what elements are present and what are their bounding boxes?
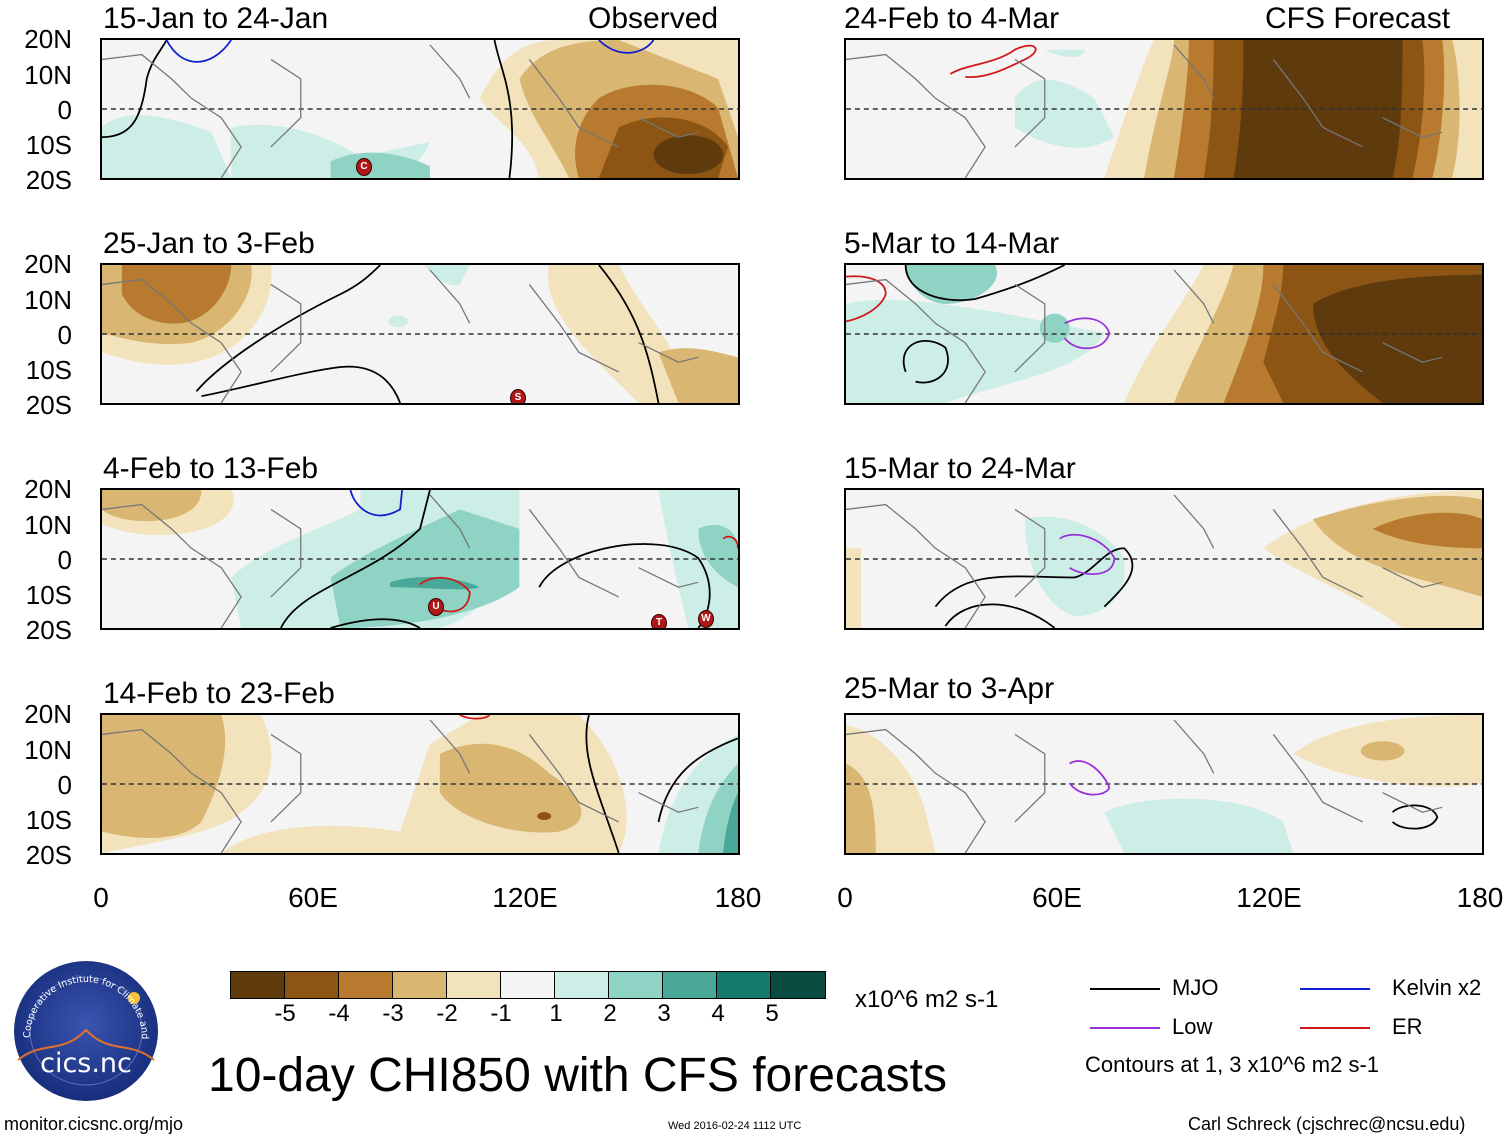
colorbar-tick: -3 — [382, 1000, 404, 1027]
legend-contours-note: Contours at 1, 3 x10^6 m2 s-1 — [1085, 1052, 1380, 1077]
colorbar-tick: 5 — [765, 1000, 779, 1027]
storm-marker: W — [698, 610, 714, 628]
lat-label: 0 — [57, 770, 72, 800]
lon-label: 60E — [1032, 882, 1082, 913]
storm-marker: T — [651, 614, 667, 628]
storm-marker: U — [428, 598, 444, 616]
colorbar-swatch — [555, 972, 609, 998]
colorbar-tick: 4 — [711, 1000, 725, 1027]
footer-url[interactable]: monitor.cicsnc.org/mjo — [4, 1114, 184, 1134]
legend-mjo-label: MJO — [1172, 975, 1219, 1000]
cicsnc-logo: Cooperative Institute for Climate and Sa… — [9, 952, 160, 1102]
legend-low-label: Low — [1172, 1014, 1213, 1039]
storm-marker: C — [356, 158, 372, 176]
lat-label: 20S — [25, 390, 72, 420]
lat-label: 0 — [57, 545, 72, 575]
lat-label: 10S — [25, 355, 72, 385]
legend-kelvin-line — [1300, 988, 1370, 990]
panel-title: 15-Jan to 24-Jan — [103, 2, 329, 35]
colorbar-tick: -1 — [490, 1000, 512, 1027]
lon-label: 180 — [714, 882, 762, 913]
colorbar-tick: -2 — [436, 1000, 458, 1027]
map-panel-obs-3: U T W — [100, 488, 740, 630]
colorbar-swatch — [447, 972, 501, 998]
colorbar-swatch — [717, 972, 771, 998]
lat-label: 10N — [24, 60, 72, 90]
lat-label: 0 — [57, 320, 72, 350]
panel-title: 25-Jan to 3-Feb — [103, 227, 315, 260]
legend-kelvin-label: Kelvin x2 — [1392, 975, 1482, 1000]
map-panel-fcst-3 — [844, 488, 1484, 630]
colorbar-tick: -5 — [274, 1000, 296, 1027]
colorbar-tick: -4 — [328, 1000, 350, 1027]
colorbar — [230, 971, 826, 999]
legend-er-line — [1300, 1027, 1370, 1029]
lon-label: 0 — [837, 882, 853, 913]
lat-label: 10S — [25, 805, 72, 835]
panel-title: 14-Feb to 23-Feb — [103, 677, 335, 710]
lat-label: 0 — [57, 95, 72, 125]
map-panel-fcst-4 — [844, 713, 1484, 855]
legend-mjo-line — [1090, 988, 1160, 990]
footer-credit: Carl Schreck (cjschrec@ncsu.edu) — [1188, 1114, 1466, 1134]
lat-label: 10S — [25, 130, 72, 160]
legend-er-label: ER — [1392, 1014, 1423, 1039]
colorbar-tick: 2 — [603, 1000, 617, 1027]
legend-low-line — [1090, 1027, 1160, 1029]
colorbar-swatch — [771, 972, 825, 998]
lon-label: 120E — [1236, 882, 1302, 913]
lat-label: 20N — [24, 474, 72, 504]
lat-label: 20N — [24, 249, 72, 279]
figure-title: 10-day CHI850 with CFS forecasts — [208, 1049, 947, 1102]
lon-label: 180 — [1456, 882, 1504, 913]
map-panel-obs-4 — [100, 713, 740, 855]
colorbar-tick: 1 — [549, 1000, 563, 1027]
colorbar-swatch — [501, 972, 555, 998]
colorbar-swatch — [609, 972, 663, 998]
storm-marker: S — [510, 389, 526, 403]
map-panel-fcst-1 — [844, 38, 1484, 180]
lat-label: 10N — [24, 285, 72, 315]
colorbar-swatch — [663, 972, 717, 998]
colorbar-swatch — [285, 972, 339, 998]
panel-title: 4-Feb to 13-Feb — [103, 452, 319, 485]
lon-label: 60E — [288, 882, 338, 913]
panel-title: 15-Mar to 24-Mar — [844, 452, 1076, 485]
logo-text: cics.nc — [40, 1048, 132, 1079]
panel-title: 24-Feb to 4-Mar — [844, 2, 1060, 35]
map-panel-fcst-2 — [844, 263, 1484, 405]
lon-label: 120E — [492, 882, 558, 913]
panel-title: 5-Mar to 14-Mar — [844, 227, 1060, 260]
lon-label: 0 — [93, 882, 109, 913]
lat-label: 20S — [25, 840, 72, 870]
observed-label: Observed — [588, 2, 719, 35]
map-panel-obs-1: C — [100, 38, 740, 180]
lat-label: 10S — [25, 580, 72, 610]
lat-label: 10N — [24, 510, 72, 540]
colorbar-units: x10^6 m2 s-1 — [855, 986, 999, 1013]
lat-label: 20N — [24, 24, 72, 54]
colorbar-tick: 3 — [657, 1000, 671, 1027]
colorbar-swatch — [339, 972, 393, 998]
cfs-forecast-label: CFS Forecast — [1265, 2, 1451, 35]
lat-label: 20N — [24, 699, 72, 729]
lat-label: 10N — [24, 735, 72, 765]
lat-label: 20S — [25, 165, 72, 195]
map-panel-obs-2: S — [100, 263, 740, 405]
lat-label: 20S — [25, 615, 72, 645]
colorbar-swatch — [231, 972, 285, 998]
panel-title: 25-Mar to 3-Apr — [844, 672, 1055, 705]
colorbar-swatch — [393, 972, 447, 998]
footer-timestamp: Wed 2016-02-24 1112 UTC — [668, 1120, 802, 1132]
